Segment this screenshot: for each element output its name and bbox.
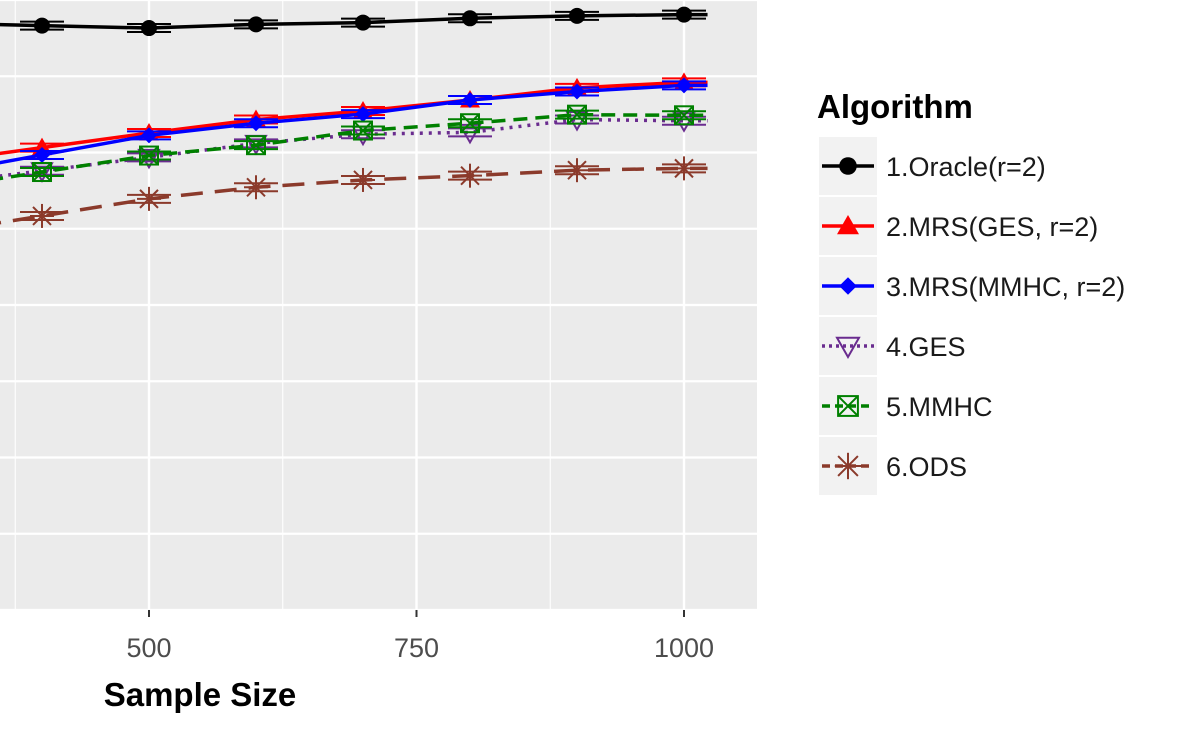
data-point	[462, 92, 478, 109]
data-point	[672, 156, 696, 181]
legend-item: 2.MRS(GES, r=2)	[819, 197, 1098, 255]
legend-item: 5.MMHC	[819, 377, 993, 435]
data-point	[355, 106, 371, 123]
data-point	[674, 105, 694, 126]
legend-marker	[839, 157, 857, 175]
data-point	[248, 115, 264, 132]
data-point	[141, 20, 157, 37]
legend-label: 2.MRS(GES, r=2)	[886, 212, 1098, 242]
data-point	[141, 127, 157, 144]
legend-label: 6.ODS	[886, 452, 967, 482]
data-point	[676, 6, 692, 23]
data-point	[34, 17, 50, 34]
legend-marker	[837, 215, 859, 235]
x-tick-label: 750	[394, 633, 439, 663]
series-5	[0, 104, 708, 183]
data-point	[569, 7, 585, 24]
legend-marker	[834, 452, 862, 480]
legend-title: Algorithm	[817, 88, 973, 125]
legend-label: 1.Oracle(r=2)	[886, 152, 1046, 182]
legend-marker	[839, 277, 857, 295]
data-point	[565, 158, 589, 183]
legend-label: 5.MMHC	[886, 392, 993, 422]
data-point	[462, 10, 478, 27]
data-point	[34, 146, 50, 163]
legend-label: 4.GES	[886, 332, 966, 362]
series-6	[0, 156, 708, 228]
data-point	[244, 175, 268, 200]
x-tick-label: 1000	[654, 633, 714, 663]
x-axis-ticks: 500 750 1000	[126, 610, 714, 663]
data-point	[32, 162, 52, 183]
data-point	[353, 120, 373, 141]
data-point	[569, 83, 585, 100]
data-point	[137, 186, 161, 211]
legend-marker	[837, 395, 859, 417]
data-point	[351, 167, 375, 192]
legend-item: 4.GES	[819, 317, 966, 375]
legend-item: 1.Oracle(r=2)	[819, 137, 1046, 195]
data-point	[458, 163, 482, 188]
legend-key	[819, 317, 877, 375]
legend: Algorithm 1.Oracle(r=2) 2.MRS(GES, r=2) 3.…	[817, 88, 1125, 495]
legend-label: 3.MRS(MMHC, r=2)	[886, 272, 1125, 302]
series-layer	[0, 6, 708, 228]
data-point	[672, 112, 696, 133]
legend-marker	[835, 336, 861, 360]
data-point	[246, 135, 266, 156]
series-3	[0, 77, 708, 165]
legend-item: 3.MRS(MMHC, r=2)	[819, 257, 1125, 315]
data-point	[355, 14, 371, 31]
data-point	[676, 77, 692, 94]
grid-lines	[0, 0, 757, 612]
data-point	[30, 203, 54, 228]
series-1	[0, 6, 708, 37]
data-point	[460, 113, 480, 134]
data-point	[139, 145, 159, 166]
data-point	[567, 104, 587, 125]
data-point	[248, 16, 264, 33]
x-axis-title: Sample Size	[104, 676, 297, 713]
x-tick-label: 500	[126, 633, 171, 663]
legend-item: 6.ODS	[819, 437, 967, 495]
